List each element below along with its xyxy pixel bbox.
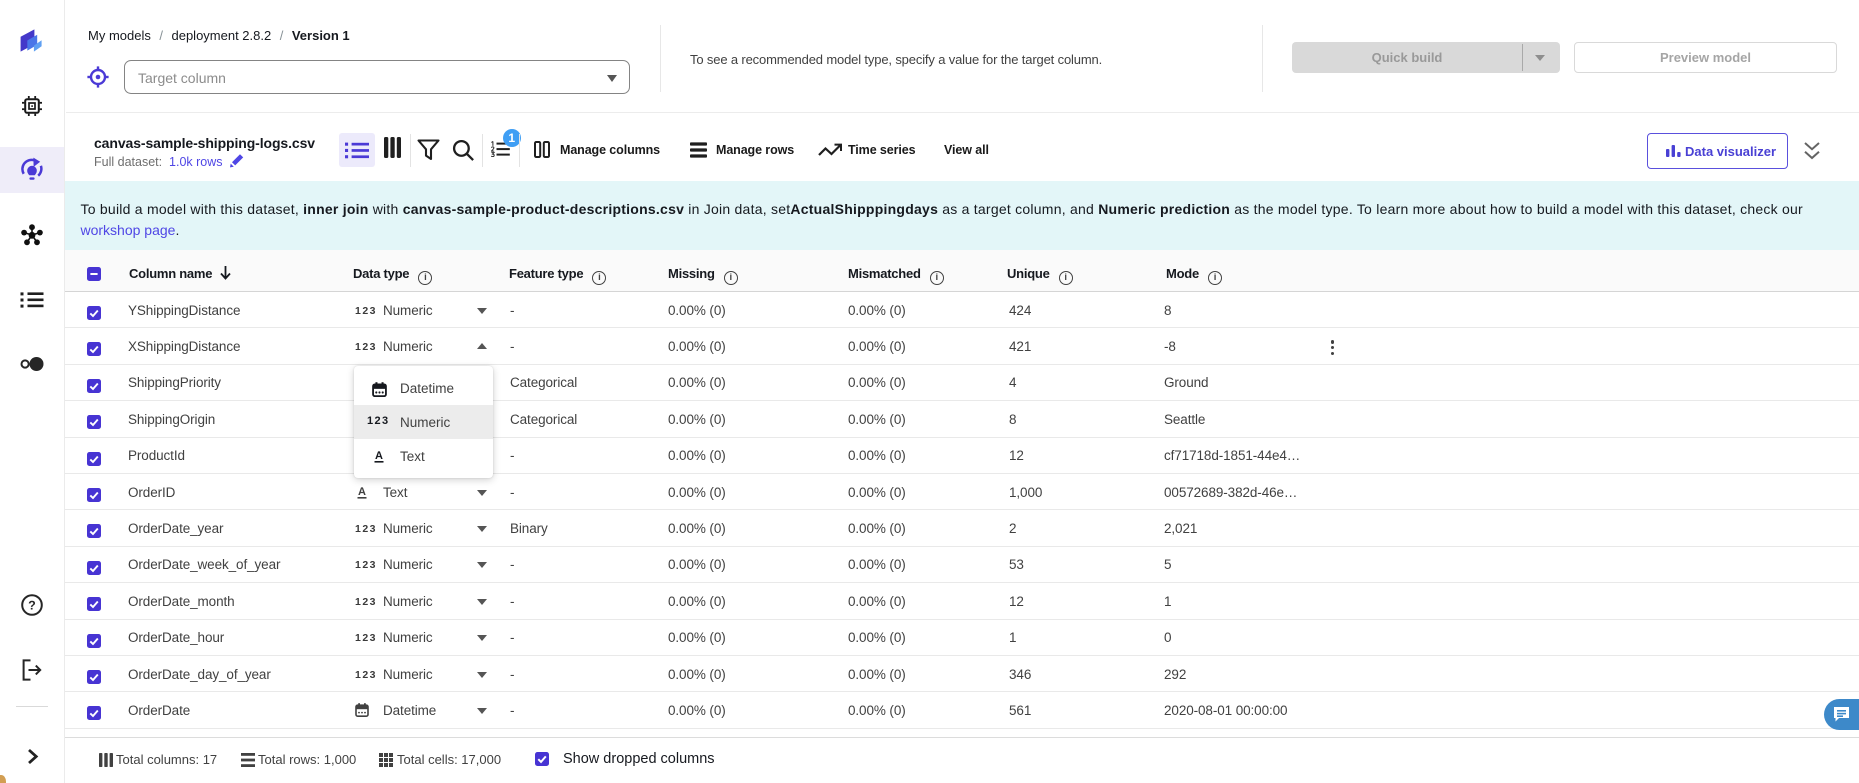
svg-text:A: A xyxy=(375,450,383,462)
svg-text:A: A xyxy=(358,486,366,498)
svg-text:?: ? xyxy=(28,598,36,612)
